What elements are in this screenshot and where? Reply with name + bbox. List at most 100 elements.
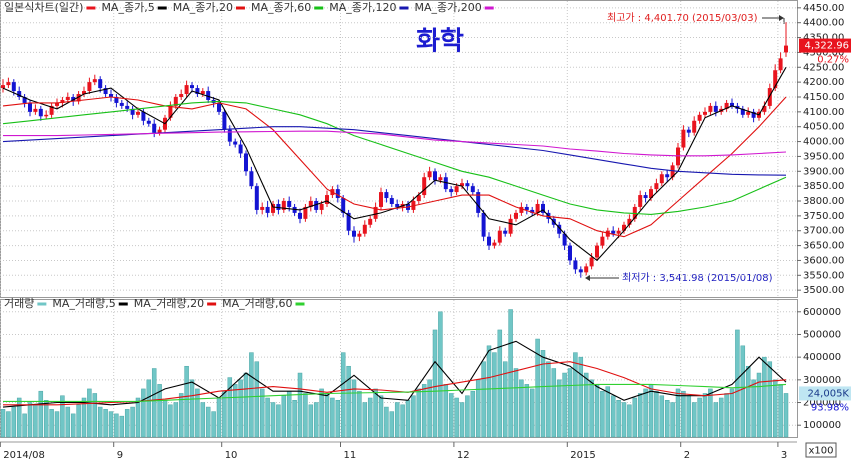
- y-tick-label: 4250.00: [803, 62, 844, 73]
- candle-body: [1, 85, 5, 89]
- candle-body: [762, 105, 767, 112]
- unit-label: x100: [808, 446, 833, 457]
- legend-label: MA_종가,60: [251, 1, 311, 14]
- volume-bar: [162, 400, 168, 438]
- volume-bar: [49, 409, 54, 438]
- candle-body: [308, 201, 313, 207]
- candle-body: [65, 96, 70, 100]
- candle-body: [379, 192, 383, 207]
- candle-body: [481, 212, 486, 237]
- last-volume-label: 24,005K: [807, 388, 849, 399]
- candle-body: [92, 79, 97, 83]
- legend-label: MA_거래량,20: [134, 297, 204, 310]
- volume-bar: [227, 377, 233, 438]
- candle-body: [703, 111, 707, 115]
- candle-body: [82, 91, 86, 95]
- candle-body: [557, 224, 562, 234]
- volume-bar: [405, 400, 411, 438]
- volume-bar: [610, 395, 616, 438]
- candle-body: [443, 177, 448, 190]
- candle-body: [632, 206, 637, 219]
- volume-bar: [135, 397, 141, 438]
- volume-bar: [103, 409, 108, 438]
- volume-bar: [108, 411, 114, 438]
- volume-bar: [600, 390, 605, 438]
- volume-bar: [454, 397, 459, 438]
- candle-body: [427, 171, 432, 178]
- candle-body: [130, 108, 135, 115]
- y-tick-label: 3700.00: [803, 226, 844, 237]
- candle-body: [276, 203, 281, 210]
- candle-body: [476, 192, 481, 213]
- candle-body: [206, 91, 211, 100]
- low-annotation: 최저가 : 3,541.98 (2015/01/08): [622, 272, 773, 284]
- legend-label: MA_거래량,5: [52, 297, 115, 310]
- y-tick-label: 4100.00: [803, 107, 844, 118]
- candle-body: [773, 70, 778, 89]
- candle-body: [730, 102, 734, 106]
- volume-bar: [205, 406, 211, 438]
- volume-bar: [745, 365, 751, 438]
- price-panel: [0, 0, 798, 298]
- candle-body: [146, 120, 151, 124]
- candle-body: [319, 203, 324, 210]
- volume-bar: [124, 409, 130, 438]
- volume-bar: [621, 402, 627, 438]
- candle-body: [454, 186, 459, 193]
- volume-bar: [459, 402, 465, 438]
- candle-body: [22, 96, 27, 103]
- y-tick-label: 4350.00: [803, 33, 844, 44]
- ma-line: [3, 383, 787, 402]
- candle-body: [611, 230, 616, 234]
- y-tick-label: 4400.00: [803, 18, 844, 29]
- volume-bar: [573, 352, 578, 438]
- candle-body: [298, 212, 302, 219]
- ma-line: [2, 100, 787, 215]
- candle-body: [503, 230, 508, 234]
- volume-bar: [378, 395, 384, 438]
- volume-bar: [583, 372, 589, 438]
- candle-body: [670, 165, 675, 178]
- volume-bar: [724, 393, 729, 438]
- candle-body: [595, 245, 599, 258]
- candle-body: [767, 88, 772, 106]
- volume-bar: [340, 352, 346, 438]
- candle-body: [692, 120, 697, 133]
- candle-body: [573, 260, 578, 270]
- x-tick-label: 2015: [570, 450, 595, 461]
- candle-body: [173, 96, 178, 106]
- candle-body: [195, 88, 200, 95]
- candle-body: [616, 230, 621, 234]
- volume-bar: [330, 397, 335, 438]
- volume-bar: [562, 372, 567, 438]
- legend-label: MA_거래량,60: [222, 297, 292, 310]
- candle-body: [541, 203, 545, 213]
- volume-bar: [664, 400, 670, 438]
- volume-bar: [394, 402, 400, 438]
- volume-bar: [659, 395, 665, 438]
- volume-bar: [189, 379, 195, 438]
- candle-body: [200, 91, 205, 95]
- volume-bar: [497, 329, 503, 438]
- volume-bar: [97, 406, 103, 438]
- volume-bar: [70, 413, 76, 438]
- candle-body: [697, 114, 702, 121]
- volume-bar: [114, 413, 119, 438]
- last-price-box: [799, 38, 851, 53]
- volume-bar: [632, 397, 638, 438]
- volume-bar: [508, 309, 513, 438]
- volume-bar: [627, 404, 632, 438]
- volume-bar: [367, 397, 373, 438]
- volume-bar: [54, 411, 60, 438]
- candle-body: [357, 233, 362, 237]
- volume-bar: [400, 404, 405, 438]
- volume-bar: [22, 413, 27, 438]
- y-tick-label: 4300.00: [803, 47, 844, 58]
- candle-body: [562, 233, 567, 246]
- volume-bar: [81, 397, 87, 438]
- candle-body: [11, 82, 16, 92]
- legend-label: MA_종가,120: [329, 1, 396, 14]
- volume-bar: [567, 368, 573, 438]
- volume-bar: [173, 402, 179, 438]
